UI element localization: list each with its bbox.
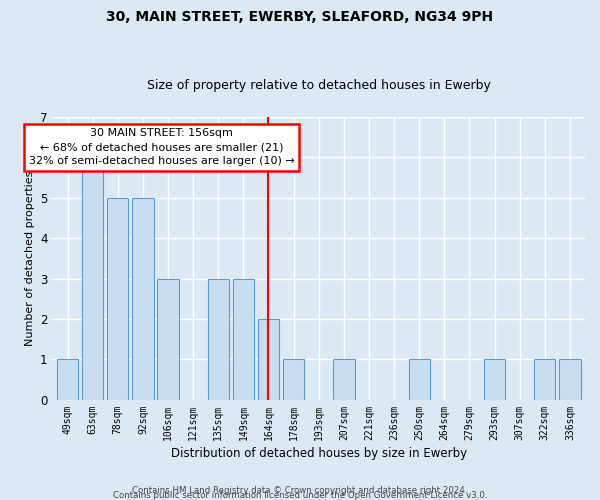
Bar: [208, 278, 229, 400]
Bar: [233, 278, 254, 400]
Title: Size of property relative to detached houses in Ewerby: Size of property relative to detached ho…: [147, 79, 491, 92]
Bar: [57, 360, 78, 400]
Text: 30, MAIN STREET, EWERBY, SLEAFORD, NG34 9PH: 30, MAIN STREET, EWERBY, SLEAFORD, NG34 …: [106, 10, 494, 24]
Y-axis label: Number of detached properties: Number of detached properties: [25, 170, 35, 346]
Bar: [409, 360, 430, 400]
Text: 30 MAIN STREET: 156sqm
← 68% of detached houses are smaller (21)
32% of semi-det: 30 MAIN STREET: 156sqm ← 68% of detached…: [29, 128, 295, 166]
Bar: [534, 360, 556, 400]
Text: Contains HM Land Registry data © Crown copyright and database right 2024.: Contains HM Land Registry data © Crown c…: [132, 486, 468, 495]
X-axis label: Distribution of detached houses by size in Ewerby: Distribution of detached houses by size …: [170, 447, 467, 460]
Bar: [559, 360, 581, 400]
Bar: [107, 198, 128, 400]
Text: Contains public sector information licensed under the Open Government Licence v3: Contains public sector information licen…: [113, 491, 487, 500]
Bar: [333, 360, 355, 400]
Bar: [258, 319, 279, 400]
Bar: [82, 157, 103, 400]
Bar: [283, 360, 304, 400]
Bar: [157, 278, 179, 400]
Bar: [132, 198, 154, 400]
Bar: [484, 360, 505, 400]
